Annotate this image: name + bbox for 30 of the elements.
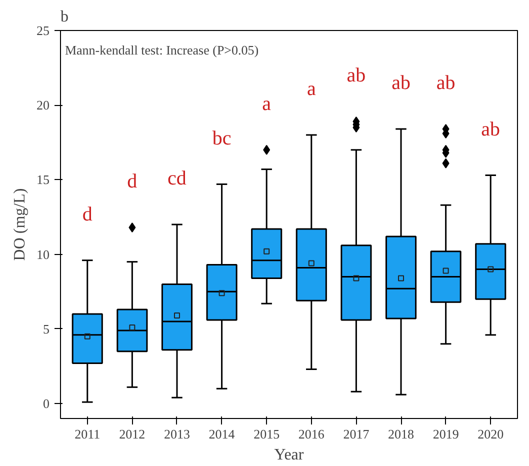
x-tick-label: 2018 <box>388 426 414 442</box>
x-tick-label: 2020 <box>478 426 504 442</box>
x-tick-label: 2013 <box>164 426 190 442</box>
y-axis-title: DO (mg/L) <box>12 188 28 261</box>
annotation: ab <box>481 118 500 140</box>
annotation: a <box>306 78 316 100</box>
annotation: d <box>127 170 138 193</box>
annotation: a <box>262 92 272 115</box>
annotation: Mann-kendall test: Increase (P>0.05) <box>64 42 259 58</box>
y-tick-label: 10 <box>36 246 50 262</box>
y-tick-label: 15 <box>36 172 50 188</box>
y-tick-label: 0 <box>43 396 50 412</box>
y-tick-label: 5 <box>43 321 50 336</box>
annotation: cd <box>168 168 186 190</box>
annotation: ab <box>392 72 410 94</box>
annotation: ab <box>436 72 456 94</box>
annotation: bc <box>212 127 232 150</box>
y-tick-label: 20 <box>36 98 50 113</box>
x-tick-label: 2015 <box>254 426 280 442</box>
annotation: ab <box>346 64 366 87</box>
x-tick-label: 2017 <box>343 426 370 442</box>
x-axis-title: Year <box>274 446 304 464</box>
x-tick-label: 2011 <box>74 426 100 442</box>
x-tick-label: 2016 <box>298 426 325 442</box>
y-tick-label: 25 <box>36 23 50 38</box>
x-tick-label: 2019 <box>432 426 459 442</box>
chart-title: b <box>60 8 68 26</box>
x-tick-label: 2012 <box>119 426 146 442</box>
x-tick-label: 2014 <box>208 426 236 442</box>
annotation: d <box>82 203 92 226</box>
